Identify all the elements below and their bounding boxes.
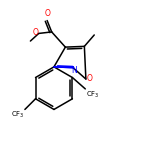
Text: O: O	[86, 74, 92, 83]
Text: CF$_3$: CF$_3$	[86, 90, 100, 100]
Text: O: O	[33, 28, 39, 38]
Text: CF$_3$: CF$_3$	[11, 110, 24, 120]
Text: N: N	[71, 66, 77, 76]
Text: O: O	[44, 9, 50, 18]
